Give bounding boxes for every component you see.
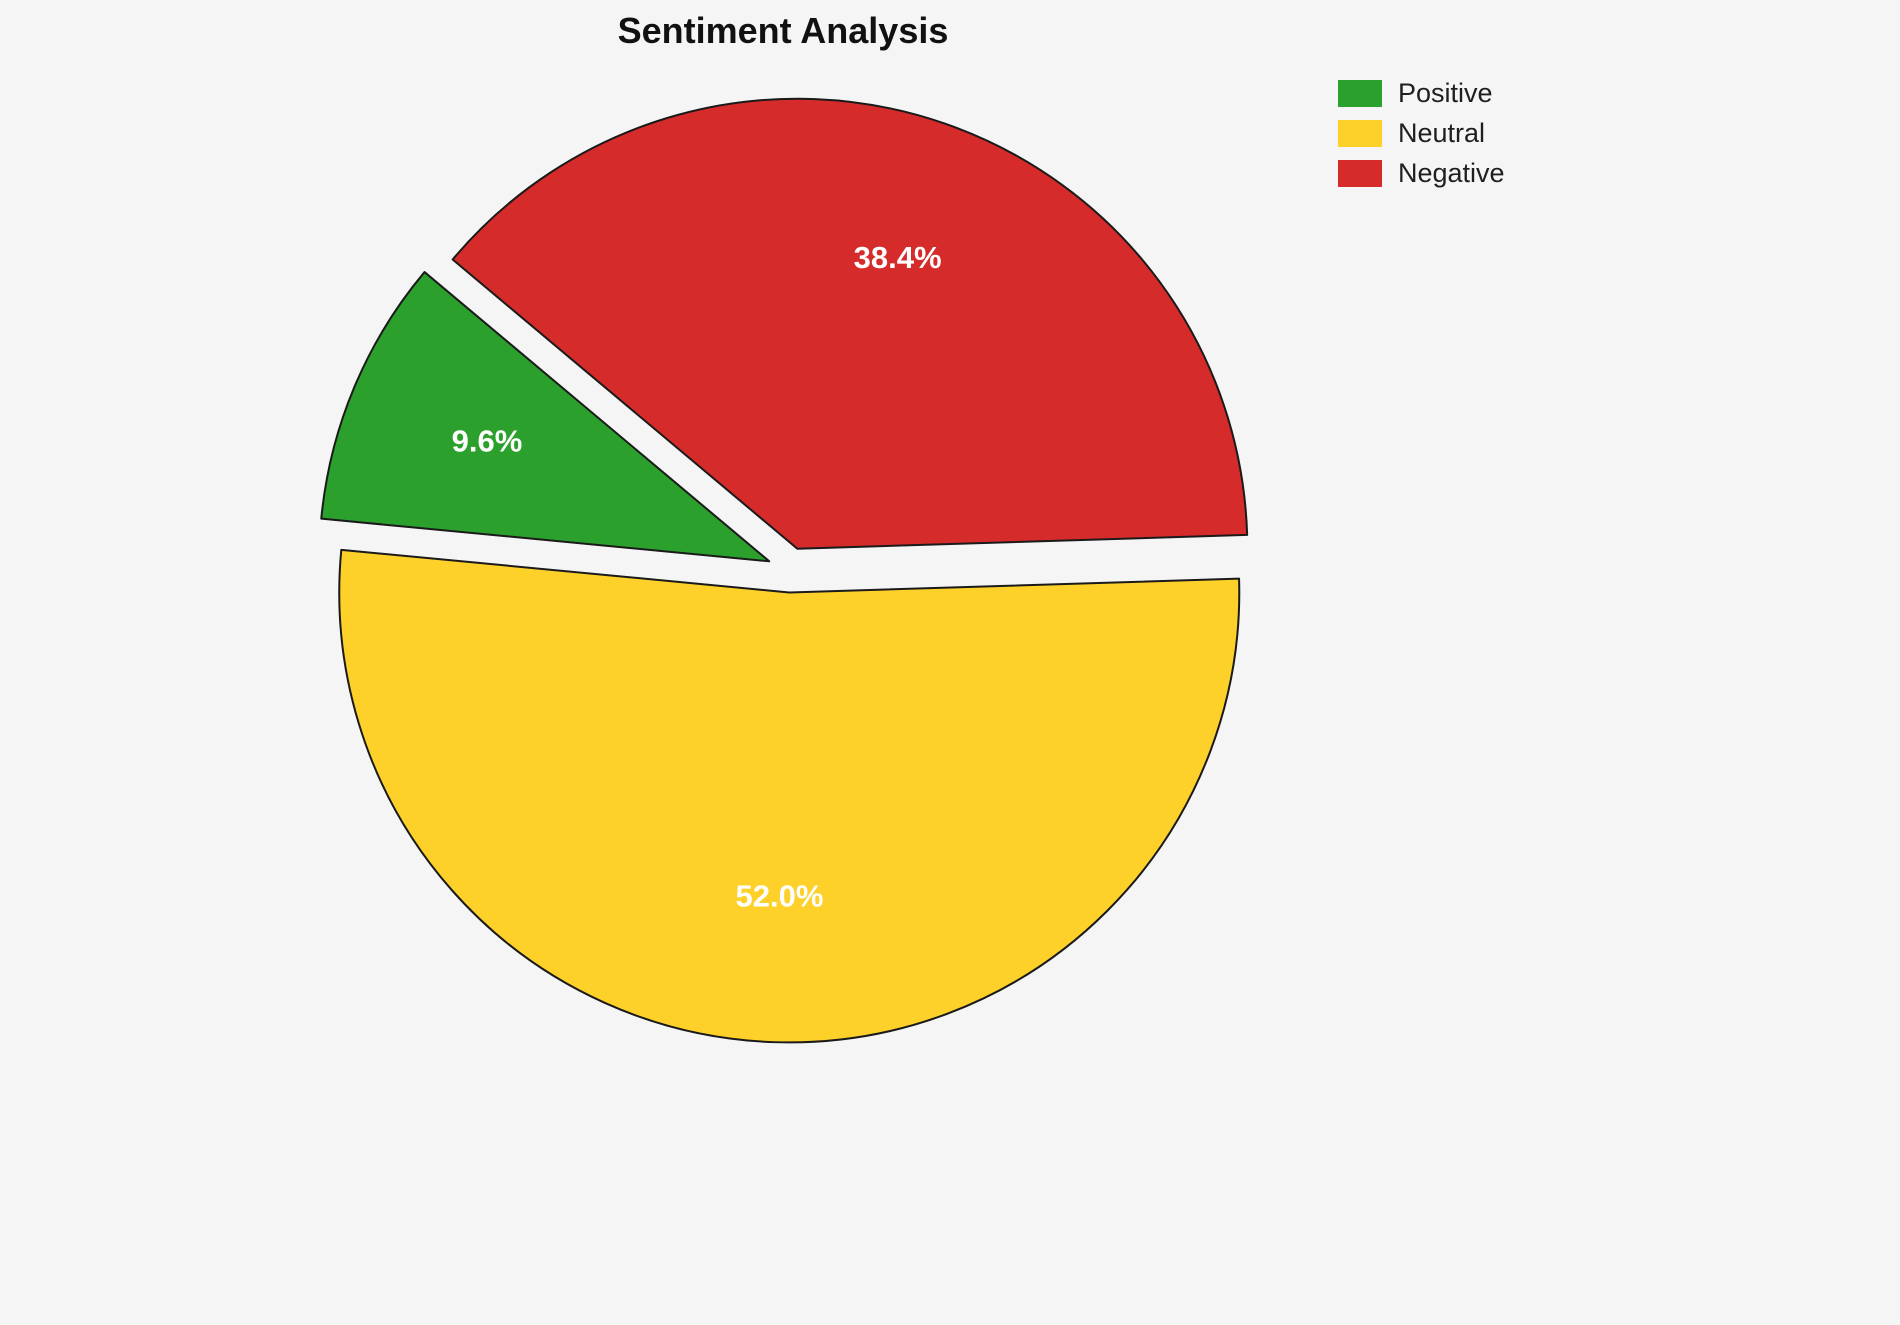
pct-label-positive: 9.6%: [452, 423, 523, 458]
legend: Positive Neutral Negative: [1338, 80, 1505, 187]
legend-item-neutral: Neutral: [1338, 120, 1505, 147]
legend-swatch-neutral: [1338, 120, 1382, 147]
legend-swatch-negative: [1338, 160, 1382, 187]
legend-item-negative: Negative: [1338, 160, 1505, 187]
chart-title: Sentiment Analysis: [617, 10, 949, 51]
pie-slice-positive: [320, 271, 771, 563]
pie-slice-negative: [451, 97, 1249, 550]
pct-label-neutral: 52.0%: [735, 879, 823, 914]
legend-item-positive: Positive: [1338, 80, 1505, 107]
legend-label-positive: Positive: [1398, 78, 1493, 108]
pie-slice-neutral: [338, 548, 1241, 1044]
legend-label-neutral: Neutral: [1398, 118, 1486, 148]
pct-label-negative: 38.4%: [854, 240, 942, 275]
legend-label-negative: Negative: [1398, 158, 1505, 188]
legend-swatch-positive: [1338, 80, 1382, 107]
